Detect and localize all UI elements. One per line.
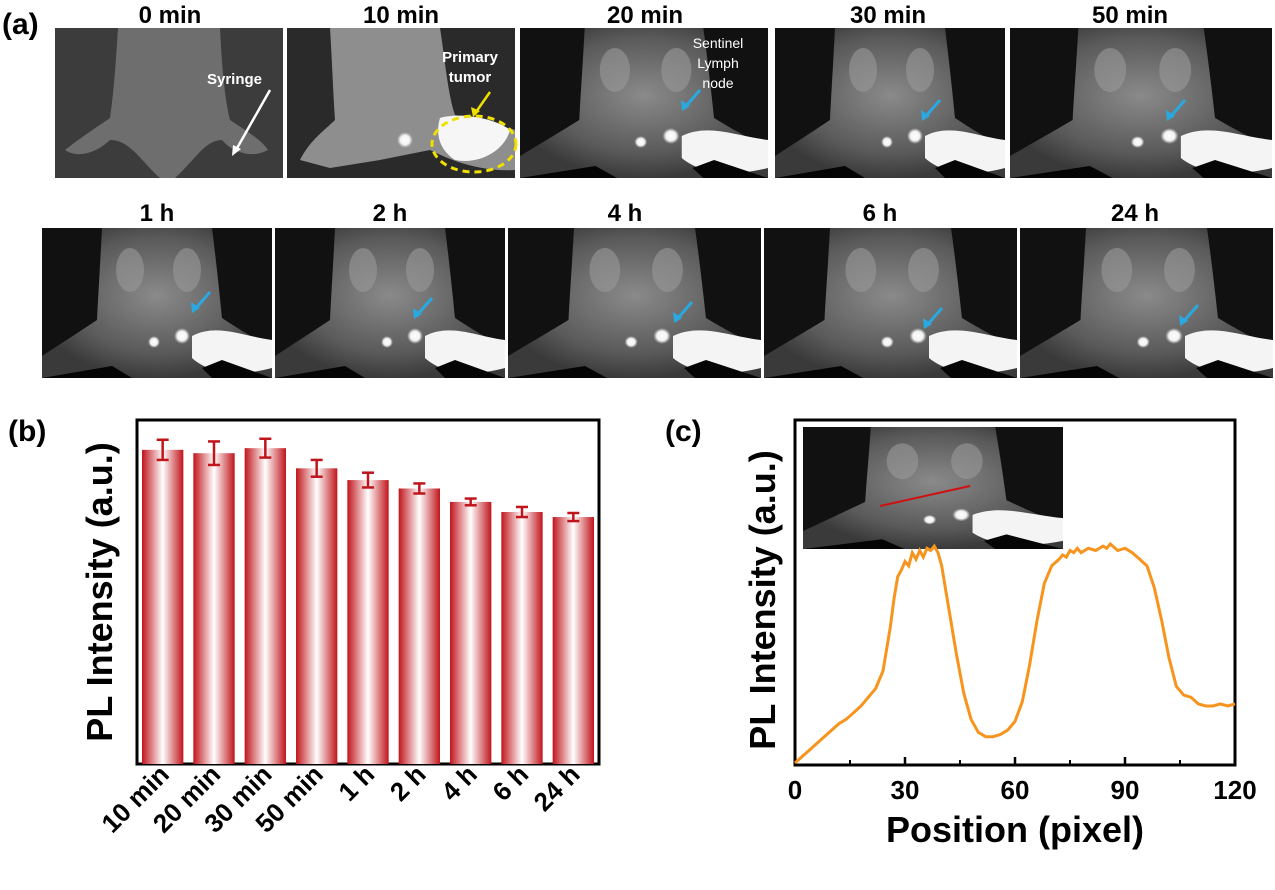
sentinel-arrow-5: [676, 301, 694, 319]
xtick-label-c-0: 0: [788, 775, 802, 805]
time-label-row1-3: 30 min: [849, 2, 927, 29]
sentinel-label-line2: Lymph: [697, 55, 739, 71]
time-label-row2-1: 2 h: [372, 200, 408, 227]
xtick-label-b-8: 24 h: [528, 759, 586, 817]
chart-c-ylabel: PL Intensity (a.u.): [742, 450, 783, 749]
panel-b-label: (b): [8, 415, 47, 448]
bar-4: [347, 480, 389, 764]
bar-0: [142, 449, 184, 764]
time-label-row1-4: 50 min: [1091, 2, 1169, 29]
sentinel-arrowhead-2: [1166, 110, 1175, 121]
time-label-row1-1: 10 min: [362, 2, 440, 29]
xtick-label-c-1: 30: [891, 775, 920, 805]
xtick-label-b-7: 6 h: [486, 759, 534, 807]
tumor-label-line1: Primary: [442, 49, 499, 66]
xtick-label-b-5: 2 h: [384, 759, 432, 807]
sentinel-arrow-4: [416, 297, 434, 315]
sentinel-arrow-6: [926, 307, 944, 325]
sentinel-arrowhead-0: [681, 100, 690, 111]
sentinel-label-line3: node: [702, 75, 733, 91]
bar-2: [244, 448, 286, 764]
sentinel-arrow-1: [924, 99, 942, 117]
xtick-label-c-2: 60: [1001, 775, 1030, 805]
chart-c-xlabel: Position (pixel): [886, 809, 1144, 850]
time-label-row2-0: 1 h: [139, 200, 175, 227]
xtick-label-c-3: 90: [1111, 775, 1140, 805]
time-label-row2-3: 6 h: [862, 200, 898, 227]
time-label-row1-2: 20 min: [606, 2, 684, 29]
time-label-row2-4: 24 h: [1110, 200, 1160, 227]
chart-c-series-line: [793, 541, 1236, 765]
time-label-row2-2: 4 h: [607, 200, 643, 227]
syringe-label: Syringe: [207, 71, 262, 88]
tumor-label-line2: tumor: [449, 69, 492, 86]
bar-1: [193, 453, 235, 764]
photo-0min: [55, 28, 283, 178]
syringe-arrow: [234, 89, 272, 151]
sentinel-arrowhead-4: [413, 308, 422, 319]
sentinel-arrowhead-7: [1179, 315, 1188, 326]
bar-7: [501, 512, 543, 764]
sentinel-arrow-7: [1182, 304, 1200, 322]
inset-photo: [803, 427, 1063, 549]
xtick-label-c-4: 120: [1213, 775, 1256, 805]
bar-8: [552, 517, 594, 764]
photo-10min: [287, 28, 515, 178]
chart-b-ylabel: PL Intensity (a.u.): [79, 442, 120, 741]
sentinel-arrowhead-3: [191, 302, 200, 313]
sentinel-arrow-3: [194, 291, 212, 309]
bar-5: [398, 488, 440, 764]
panel-a-label: (a): [2, 8, 39, 41]
tumor-arrowhead: [471, 107, 480, 117]
syringe-arrowhead: [232, 145, 241, 156]
bar-6: [450, 501, 492, 764]
sentinel-label-line1: Sentinel: [693, 35, 744, 51]
xtick-label-b-6: 4 h: [435, 759, 483, 807]
panel-c-label: (c): [665, 415, 702, 448]
sentinel-arrowhead-5: [673, 312, 682, 323]
sentinel-arrow-2: [1169, 99, 1187, 117]
sentinel-arrowhead-1: [921, 110, 930, 121]
inset-profile-line: [879, 485, 971, 507]
sentinel-arrows: [191, 89, 1200, 329]
sentinel-arrowhead-6: [923, 318, 932, 329]
xtick-label-b-4: 1 h: [332, 759, 380, 807]
sentinel-arrow-0: [684, 89, 702, 107]
time-label-row1-0: 0 min: [138, 2, 202, 29]
bar-3: [296, 468, 338, 764]
chart-c: PL Intensity (a.u.) Position (pixel) 0 30…: [742, 418, 1257, 850]
tumor-arrow: [474, 91, 492, 113]
tumor-circle: [430, 114, 518, 174]
